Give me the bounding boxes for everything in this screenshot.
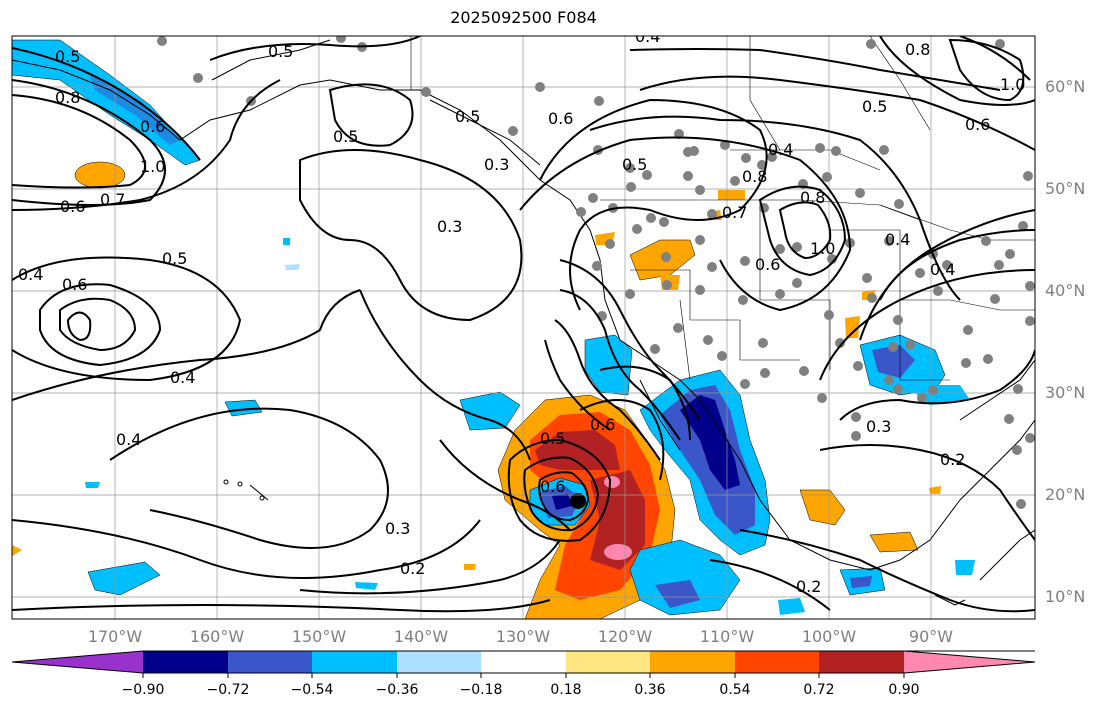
contour-label: 1.0: [810, 239, 835, 258]
contour-label: 0.4: [930, 260, 955, 279]
contour-label: 0.6: [60, 197, 85, 216]
colorbar-tick-label: 0.54: [719, 682, 751, 698]
lon-label: 130°W: [495, 627, 551, 646]
contour-label: 0.4: [18, 265, 43, 284]
lon-label: 150°W: [291, 627, 347, 646]
contour-label: 0.5: [55, 47, 80, 66]
contour-label: 0.6: [965, 115, 990, 134]
contour-label: 0.2: [400, 559, 425, 578]
contour-label: 0.4: [170, 368, 195, 387]
lon-label: 90°W: [908, 627, 954, 646]
lat-label: 20°N: [1045, 485, 1086, 504]
contour-label: 0.3: [866, 417, 891, 436]
colorbar-segment: [481, 651, 566, 673]
contour-label: 0.6: [62, 275, 87, 294]
lat-label: 30°N: [1045, 383, 1086, 402]
colorbar-segment: [650, 651, 735, 673]
lon-label: 110°W: [699, 627, 755, 646]
lon-label: 100°W: [801, 627, 857, 646]
colorbar-extend-right: [904, 651, 1035, 673]
lat-label: 40°N: [1045, 281, 1086, 300]
colorbar-segment: [819, 651, 904, 673]
contour-label: 0.5: [540, 429, 565, 448]
contour-label: 0.5: [455, 107, 480, 126]
contour-label: 0.2: [796, 577, 821, 596]
contour-lines: [12, 36, 1035, 613]
map-frame: [11, 35, 1036, 620]
contour-label: 0.8: [742, 167, 767, 186]
colorbar-segment: [143, 651, 228, 673]
contour-label: 0.6: [590, 415, 615, 434]
colorbar: [11, 650, 1036, 678]
colorbar-tick-label: −0.18: [459, 682, 503, 698]
colorbar-segment: [312, 651, 397, 673]
colorbar-tick-label: −0.90: [121, 682, 165, 698]
contour-label: 0.4: [768, 140, 793, 159]
colorbar-segment: [397, 651, 481, 673]
lat-label: 10°N: [1045, 587, 1086, 606]
political-borders: [410, 36, 1035, 381]
colorbar-segment: [228, 651, 312, 673]
colorbar-tick-label: 0.72: [803, 682, 835, 698]
lon-label: 160°W: [189, 627, 245, 646]
contour-label: 1.0: [1000, 75, 1025, 94]
station-dots: [157, 36, 1035, 509]
colorbar-tick-label: 0.36: [634, 682, 666, 698]
contour-label: 0.6: [140, 117, 165, 136]
contour-label: 0.7: [100, 190, 125, 209]
colorbar-tick-label: −0.36: [375, 682, 419, 698]
contour-label: 0.5: [162, 249, 187, 268]
lon-label: 140°W: [393, 627, 449, 646]
lon-label: 170°W: [87, 627, 143, 646]
colorbar-tick-label: 0.90: [888, 682, 920, 698]
contour-label: 0.5: [333, 127, 358, 146]
colorbar-tick-label: 0.18: [550, 682, 582, 698]
contour-label: 1.0: [140, 157, 165, 176]
colorbar-tick-label: −0.72: [206, 682, 250, 698]
map-plot-area: 0.5 0.8 0.6 1.0 0.7 0.6 0.4 0.6 0.5 0.4 …: [12, 27, 1035, 619]
contour-label: 0.6: [548, 109, 573, 128]
map-title: 2025092500 F084: [450, 8, 597, 27]
contour-label: 0.5: [268, 42, 293, 61]
contour-labels: 0.5 0.8 0.6 1.0 0.7 0.6 0.4 0.6 0.5 0.4 …: [18, 27, 1025, 596]
colorbar-tick-label: −0.54: [290, 682, 334, 698]
contour-label: 0.3: [484, 155, 509, 174]
contour-label: 0.8: [55, 88, 80, 107]
contour-label: 0.2: [940, 450, 965, 469]
contour-label: 0.6: [755, 255, 780, 274]
contour-label: 0.5: [622, 155, 647, 174]
shaded-fields: [12, 39, 975, 619]
colorbar-segment: [566, 651, 650, 673]
grid-lines: [12, 36, 1035, 619]
contour-label: 0.8: [905, 40, 930, 59]
contour-label: 0.4: [635, 27, 660, 46]
lat-label: 50°N: [1045, 179, 1086, 198]
contour-label: 0.6: [540, 477, 565, 496]
colorbar-extend-left: [12, 651, 143, 673]
contour-label: 0.5: [862, 97, 887, 116]
contour-label: 0.7: [722, 203, 747, 222]
contour-label: 0.4: [885, 230, 910, 249]
lat-label: 60°N: [1045, 77, 1086, 96]
contour-label: 0.4: [116, 430, 141, 449]
contour-label: 0.3: [385, 519, 410, 538]
lon-label: 120°W: [597, 627, 653, 646]
contour-label: 0.8: [800, 188, 825, 207]
contour-label: 0.3: [437, 217, 462, 236]
colorbar-segment: [735, 651, 819, 673]
